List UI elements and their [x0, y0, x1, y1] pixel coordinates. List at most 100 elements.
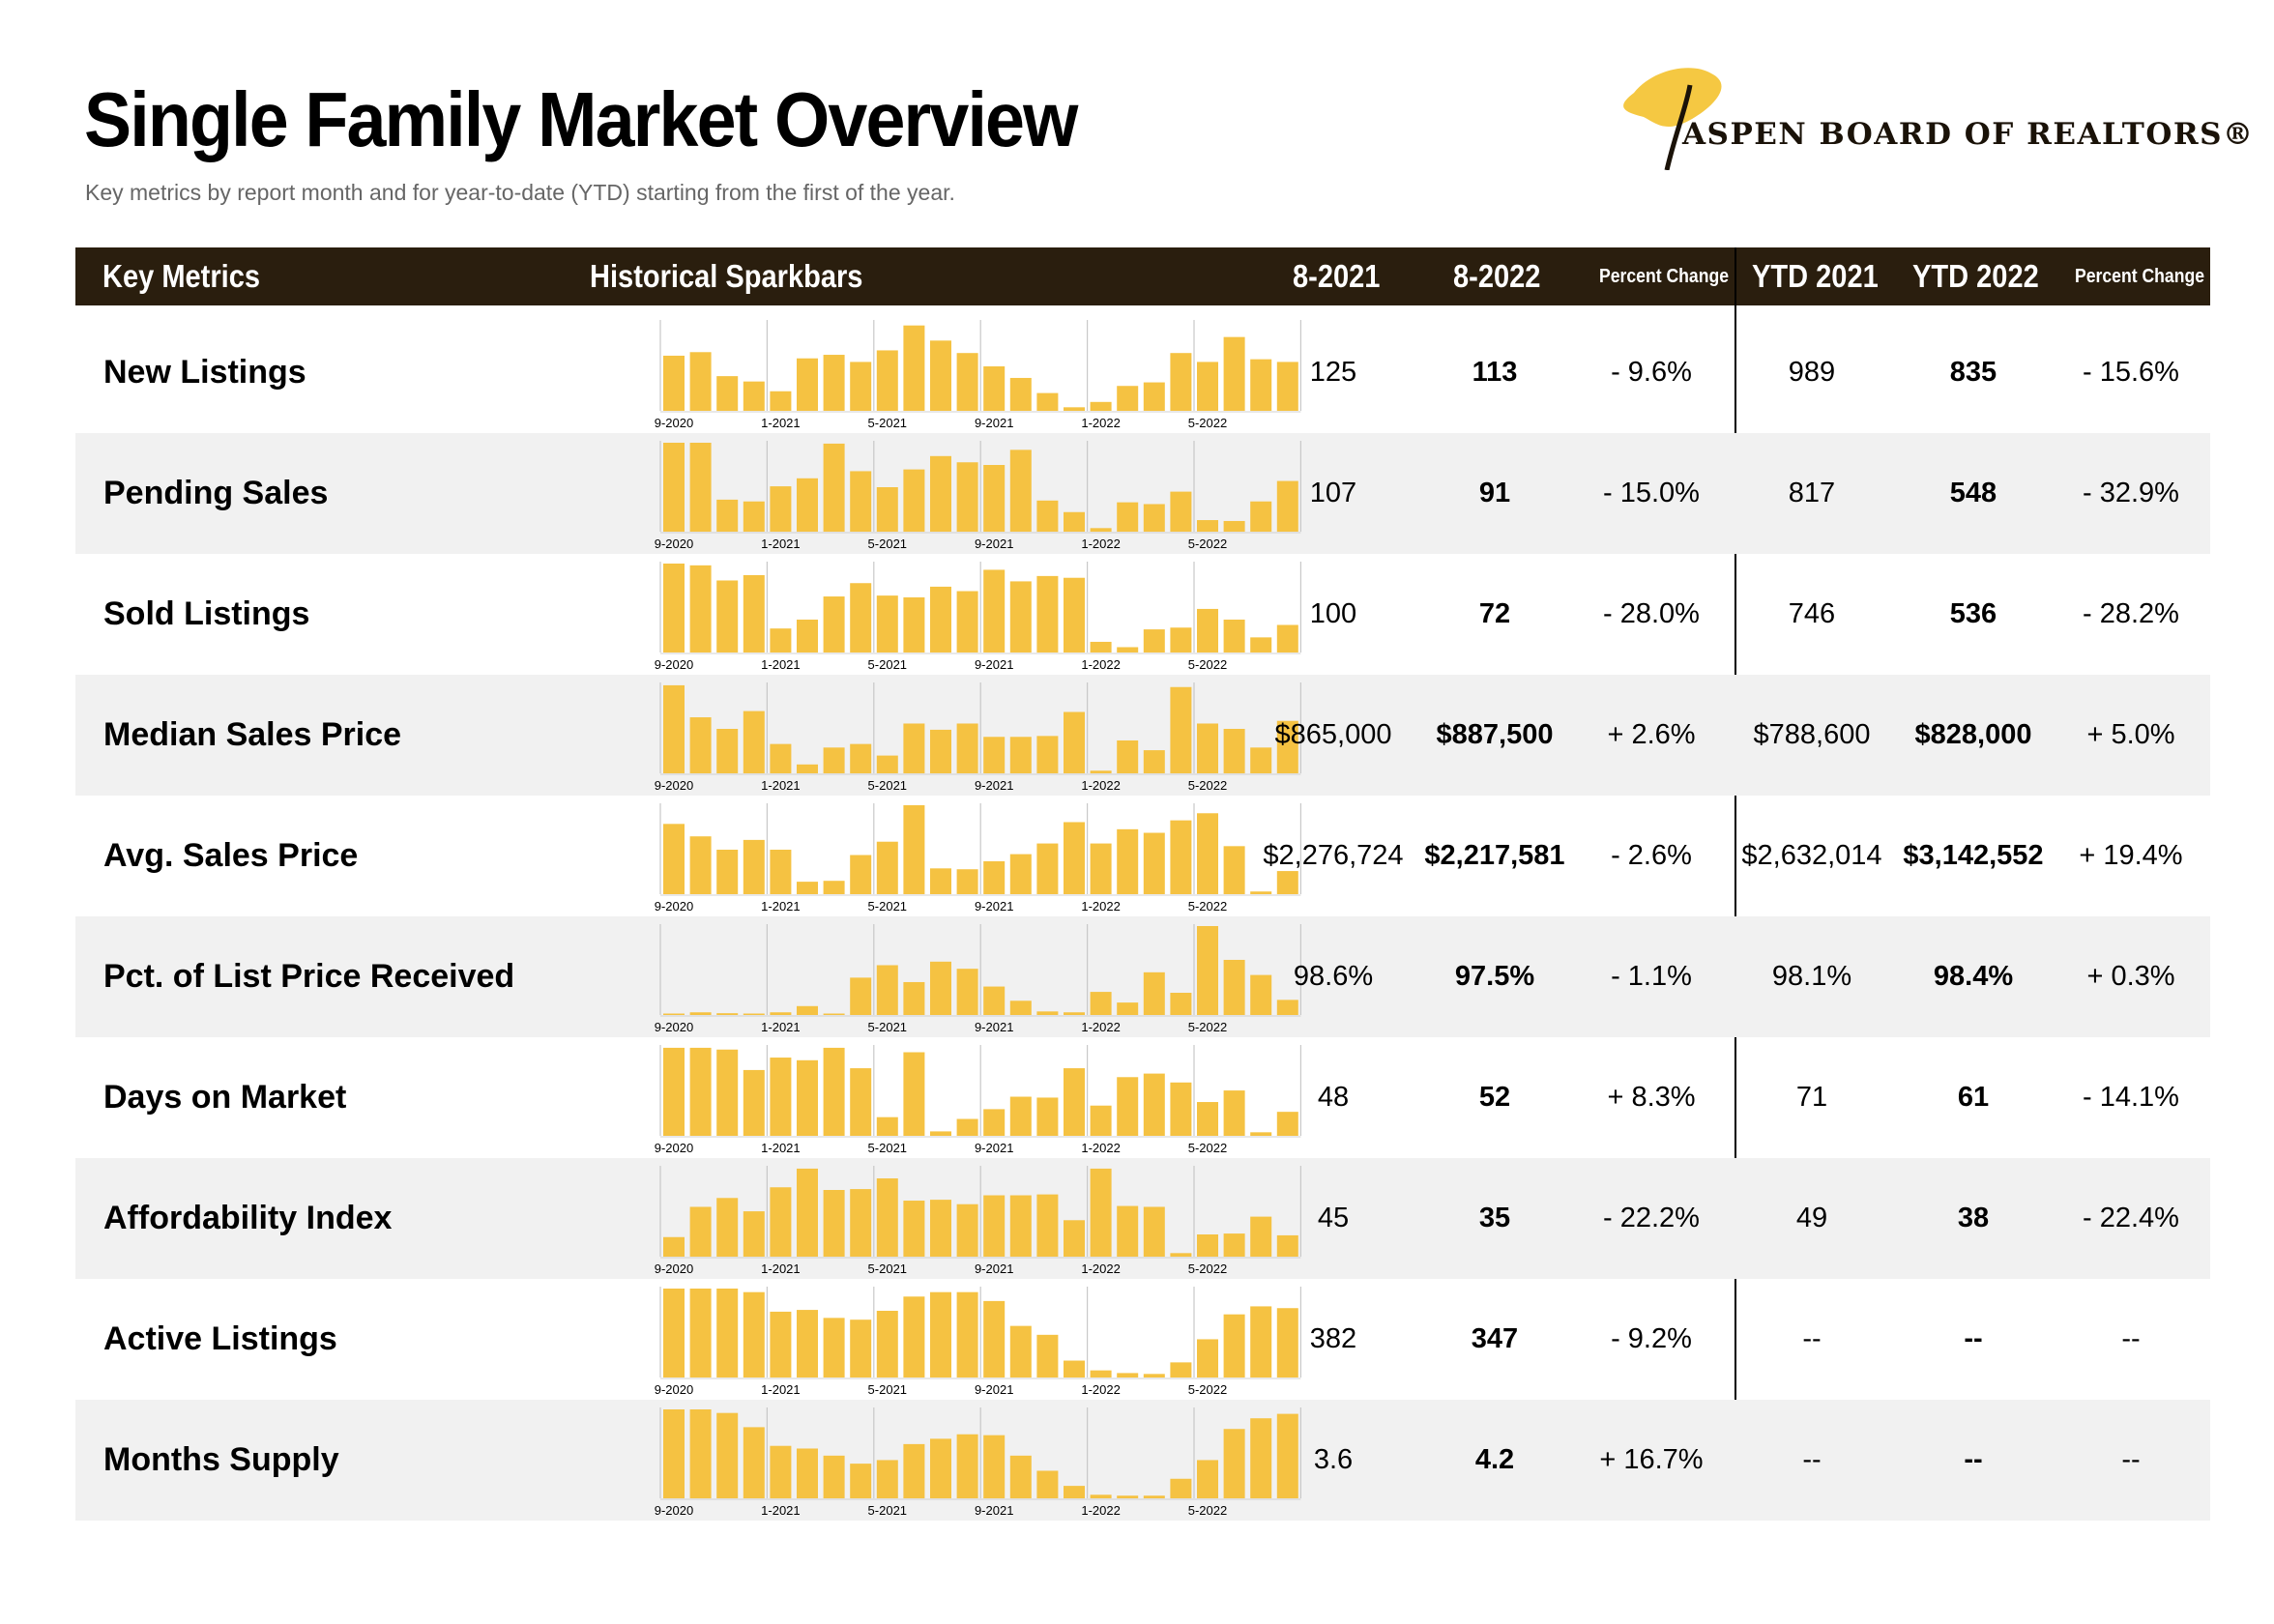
- sparkbar-bar: [797, 882, 818, 894]
- value-percent-change-ytd: - 15.6%: [2083, 357, 2179, 388]
- sparkbar-bar: [1276, 1234, 1298, 1257]
- sparkbar-bar: [956, 969, 978, 1015]
- sparkbar-bar: [956, 1204, 978, 1257]
- sparkbar-bar: [1197, 1339, 1218, 1378]
- table-row: New Listings 9-2020 1-2021 5-2021 9-2021 1-2…: [75, 312, 2210, 433]
- logo-text: ASPEN BOARD OF REALTORS®: [1682, 117, 2255, 152]
- col-ytd-2022: YTD 2022: [1912, 258, 2039, 294]
- sparkbar-bar: [716, 1013, 739, 1015]
- value-ytd-2022: 536: [1949, 598, 1997, 629]
- sparkbar-bar: [930, 729, 951, 773]
- sparkbar-bar: [1276, 480, 1298, 532]
- sparkbar-bar: [716, 1289, 739, 1378]
- sparkbar-bar: [876, 1178, 898, 1257]
- sparkbar-bar: [743, 1211, 765, 1257]
- value-ytd-2022: --: [1964, 1323, 1983, 1354]
- sparkbar-bar: [930, 455, 951, 532]
- sparkbar-bar: [743, 501, 765, 532]
- value-month-2022: 91: [1478, 478, 1511, 508]
- table-header: Key Metrics Historical Sparkbars 8-2021 …: [75, 247, 2210, 305]
- sparkbar-bar: [1036, 1334, 1059, 1378]
- sparkbar-bar: [956, 869, 978, 894]
- sparkbar-tick-label: 9-2021: [975, 1020, 1013, 1034]
- metric-label: Months Supply: [103, 1441, 339, 1478]
- value-month-2022: 113: [1472, 357, 1518, 388]
- sparkbar-bar: [743, 1427, 765, 1498]
- sparkbar-bar: [1223, 336, 1245, 411]
- sparkbar-bar: [743, 574, 765, 652]
- table-row: Pct. of List Price Received 9-2020 1-2021…: [75, 916, 2210, 1037]
- sparkbar-bar: [930, 586, 951, 652]
- sparkbar-tick-label: 1-2022: [1081, 899, 1120, 914]
- sparkbar-bar: [770, 1445, 792, 1498]
- sparkbar-tick-label: 1-2021: [761, 1020, 800, 1034]
- sparkbar-bar: [823, 881, 845, 894]
- sparkbar-tick-label: 5-2021: [868, 1141, 907, 1155]
- sparkbar-tick-label: 5-2022: [1188, 536, 1227, 551]
- metric-label: Affordability Index: [103, 1200, 393, 1236]
- sparkbar-bar: [1170, 993, 1192, 1015]
- value-percent-change-ytd: --: [2121, 1444, 2141, 1475]
- sparkbar-bar: [823, 1318, 845, 1378]
- value-ytd-2021: --: [1802, 1323, 1822, 1354]
- sparkbar-bar: [689, 443, 712, 532]
- sparkbar-bar: [1170, 491, 1192, 532]
- table-row: Pending Sales 9-2020 1-2021 5-2021 9-2021 1-…: [75, 433, 2210, 554]
- value-percent-change-month: - 22.2%: [1603, 1203, 1700, 1233]
- value-percent-change-ytd: --: [2121, 1323, 2141, 1354]
- value-percent-change-ytd: - 28.2%: [2083, 598, 2179, 629]
- sparkbar-bar: [1170, 627, 1192, 652]
- sparkbar-bar: [1036, 500, 1059, 532]
- sparkbar-bar: [1064, 1220, 1085, 1257]
- sparkbar-bar: [1170, 686, 1192, 773]
- sparkbar-bar: [689, 1012, 712, 1015]
- sparkbar-tick-label: 5-2021: [868, 1382, 907, 1397]
- sparkbar-tick-label: 5-2022: [1188, 1020, 1227, 1034]
- sparkbar-tick-label: 1-2022: [1081, 536, 1120, 551]
- value-month-2021: 45: [1317, 1203, 1350, 1233]
- sparkbar-bar: [1250, 1132, 1272, 1136]
- sparkbar-tick-label: 9-2021: [975, 536, 1013, 551]
- sparkbar-bar: [850, 1320, 872, 1378]
- sparkbar-bar: [663, 564, 685, 652]
- sparkbar-bar: [1117, 1077, 1139, 1136]
- sparkbar-bar: [770, 628, 792, 652]
- metric-label: Sold Listings: [103, 595, 310, 632]
- sparkbar-bar: [983, 569, 1006, 652]
- sparkbar-tick-label: 5-2022: [1188, 657, 1227, 672]
- sparkbar-tick-label: 1-2021: [761, 536, 800, 551]
- sparkbar-bar: [876, 841, 898, 894]
- sparkbar-bar: [1197, 1234, 1218, 1257]
- sparkbar-bar: [770, 1311, 792, 1378]
- sparkbar-tick-label: 9-2021: [975, 416, 1013, 430]
- sparkbar-bar: [850, 362, 872, 411]
- value-percent-change-month: + 8.3%: [1607, 1082, 1696, 1113]
- sparkbar-bar: [956, 1434, 978, 1498]
- sparkbar-bar: [770, 850, 792, 894]
- sparkbar-bar: [1250, 637, 1272, 652]
- sparkbar-bar: [1036, 392, 1059, 411]
- sparkbar-tick-label: 1-2021: [761, 657, 800, 672]
- sparkbar-tick-label: 5-2022: [1188, 899, 1227, 914]
- sparkbar-bar: [983, 860, 1006, 894]
- sparkbar-bar: [1009, 854, 1032, 894]
- sparkbar-bar: [823, 1013, 845, 1015]
- sparkbar-bar: [663, 1047, 685, 1136]
- sparkbar-bar: [1117, 1373, 1139, 1378]
- value-percent-change-ytd: - 14.1%: [2083, 1082, 2179, 1113]
- sparkbar-tick-label: 5-2022: [1188, 1141, 1227, 1155]
- sparkbar-bar: [1143, 382, 1165, 411]
- sparkbar-chart: 9-2020 1-2021 5-2021 9-2021 1-2022 5-2022: [655, 1407, 1302, 1518]
- sparkbar-bar: [1117, 740, 1139, 773]
- sparkbar-tick-label: 9-2020: [655, 657, 693, 672]
- sparkbar-bar: [1090, 528, 1112, 532]
- value-percent-change-ytd: + 0.3%: [2086, 961, 2175, 992]
- sparkbar-bar: [903, 1443, 925, 1498]
- ytd-divider: [1735, 247, 1736, 1520]
- value-percent-change-month: + 16.7%: [1599, 1444, 1704, 1475]
- value-ytd-2021: 71: [1795, 1082, 1828, 1113]
- sparkbar-bar: [903, 805, 925, 894]
- sparkbar-tick-label: 9-2021: [975, 1262, 1013, 1276]
- value-percent-change-month: - 9.6%: [1611, 357, 1692, 388]
- sparkbar-bar: [797, 1168, 818, 1257]
